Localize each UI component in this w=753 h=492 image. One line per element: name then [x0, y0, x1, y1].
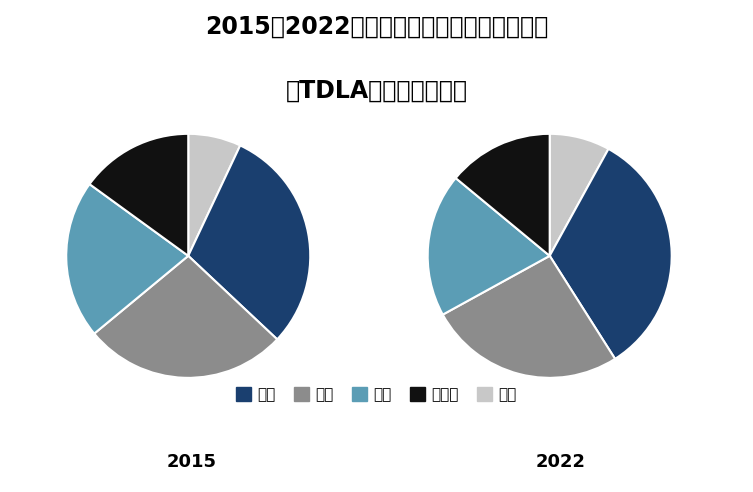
Wedge shape — [550, 134, 608, 256]
Wedge shape — [456, 134, 550, 256]
Text: 2015: 2015 — [167, 454, 217, 471]
Wedge shape — [188, 134, 240, 256]
Wedge shape — [90, 134, 188, 256]
Text: 2022: 2022 — [536, 454, 586, 471]
Wedge shape — [66, 184, 188, 334]
Wedge shape — [550, 149, 672, 359]
Text: （TDLA）应用结构分析: （TDLA）应用结构分析 — [285, 79, 468, 103]
Wedge shape — [443, 256, 615, 378]
Legend: 环保, 化工, 石油, 天然气, 其他: 环保, 化工, 石油, 天然气, 其他 — [230, 381, 523, 408]
Wedge shape — [188, 146, 310, 339]
Wedge shape — [94, 256, 277, 378]
Wedge shape — [428, 178, 550, 314]
Text: 2015、2022年全球可调谐二极管激光分析仪: 2015、2022年全球可调谐二极管激光分析仪 — [205, 15, 548, 39]
